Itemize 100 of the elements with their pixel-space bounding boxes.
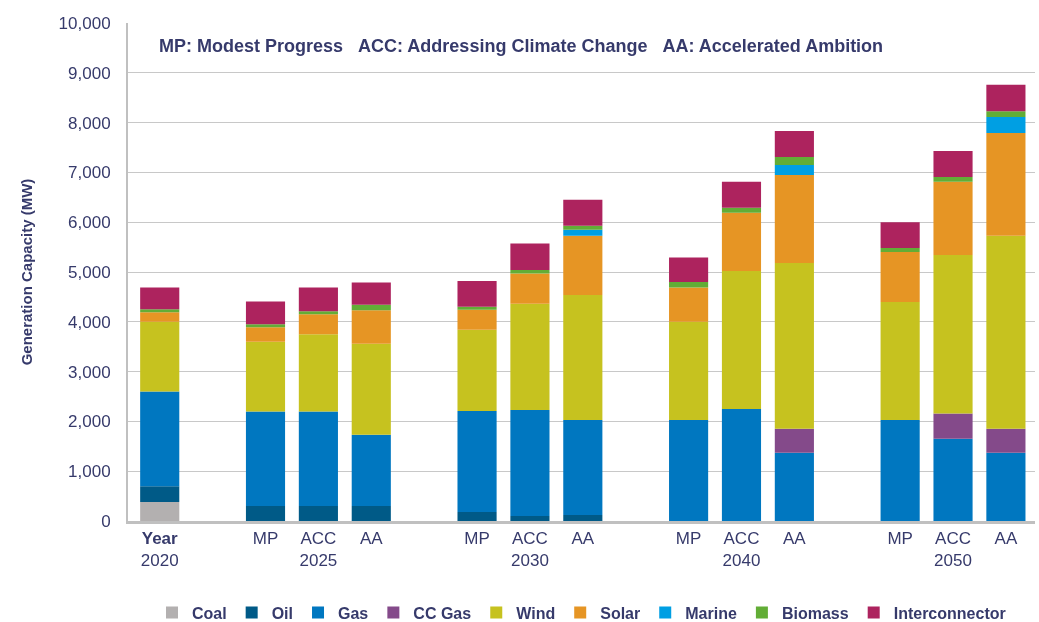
bar [563,229,603,236]
bar [774,428,814,453]
bar [563,419,603,516]
x-tick-label: AA [994,529,1018,549]
bar [721,408,762,521]
bar [140,321,180,392]
bar [669,419,709,521]
bar [721,207,762,213]
y-tick-label: 9,000 [68,63,111,83]
y-tick-label: 1,000 [68,462,111,482]
bar [351,310,391,344]
bar [245,324,286,328]
bar [721,271,762,409]
x-tick-label: MP [675,529,702,549]
bar [721,181,762,208]
bar [721,212,762,271]
bar [510,516,550,521]
y-tick-label: 8,000 [68,113,111,133]
bar [933,181,973,256]
bar [140,312,180,322]
bar [986,111,1026,118]
bar [986,117,1026,134]
bar [457,280,497,307]
x-tick-label: MP [887,529,913,549]
bar [880,222,920,249]
bar [140,502,180,521]
bar [245,327,286,342]
legend-label: Solar [600,604,641,622]
bar [140,287,180,310]
y-tick-label: 4,000 [68,312,111,332]
bar [933,413,973,439]
bar [563,235,603,295]
y-axis-title: Generation Capacity (MW) [18,178,36,366]
legend-label: Biomass [781,604,849,622]
bar [669,321,709,420]
legend-label: CC Gas [413,604,472,622]
bar [563,225,603,230]
bar [986,235,1026,429]
legend-label: Gas [338,604,369,622]
bar [351,434,391,507]
bar [669,281,709,288]
bar [298,411,338,507]
legend-label: Interconnector [893,604,1006,622]
bar [774,263,814,429]
y-tick-label: 2,000 [68,412,111,432]
x-tick-label: ACC 2050 [934,529,972,571]
legend-label: Wind [516,604,556,622]
bar [880,419,920,521]
y-tick-label: 0 [101,511,111,531]
bar [986,452,1026,521]
bar [933,150,973,177]
y-tick-label: 3,000 [68,362,111,382]
bar [140,486,180,503]
bar [298,314,338,335]
y-tick-label: 10,000 [58,13,111,33]
bar [140,391,180,487]
bar [986,133,1026,236]
bar [774,452,814,521]
bar [933,176,973,182]
bar [457,512,497,521]
bar [986,428,1026,453]
x-tick-label: MP [252,529,279,549]
bar [774,164,814,175]
x-tick-label: Year 2020 [140,529,179,571]
bar [298,334,338,412]
x-tick-label: MP [464,529,490,549]
bar [351,343,391,435]
bar [245,506,286,521]
bar [986,84,1026,112]
bar [880,301,920,420]
x-tick-label: ACC 2025 [299,529,338,571]
bar [245,411,286,507]
legend-label: Coal [192,604,227,622]
bar [298,287,338,312]
x-tick-label: ACC 2030 [511,529,549,571]
bar [510,243,550,271]
bar [351,304,391,311]
bar [510,303,550,410]
bar [880,252,920,302]
bar [457,309,497,330]
bar [298,506,338,521]
y-tick-label: 5,000 [68,262,111,282]
bar [933,438,973,521]
bar [245,301,286,325]
bar [510,409,550,517]
legend-label: Marine [685,604,737,622]
bar [933,255,973,414]
x-tick-label: AA [571,529,595,549]
annotation: MP: Modest Progress ACC: Addressing Climate Change AA: Accelerated Ambition [159,36,884,56]
x-tick-label: ACC 2040 [722,529,761,571]
y-tick-label: 7,000 [68,163,111,183]
bar [510,273,550,304]
bar [351,282,391,305]
bar [880,248,920,253]
bar [457,410,497,513]
bar [298,311,338,315]
legend-label: Oil [271,604,294,622]
bar [140,309,180,313]
x-tick-label: AA [359,529,384,549]
bar [457,329,497,411]
